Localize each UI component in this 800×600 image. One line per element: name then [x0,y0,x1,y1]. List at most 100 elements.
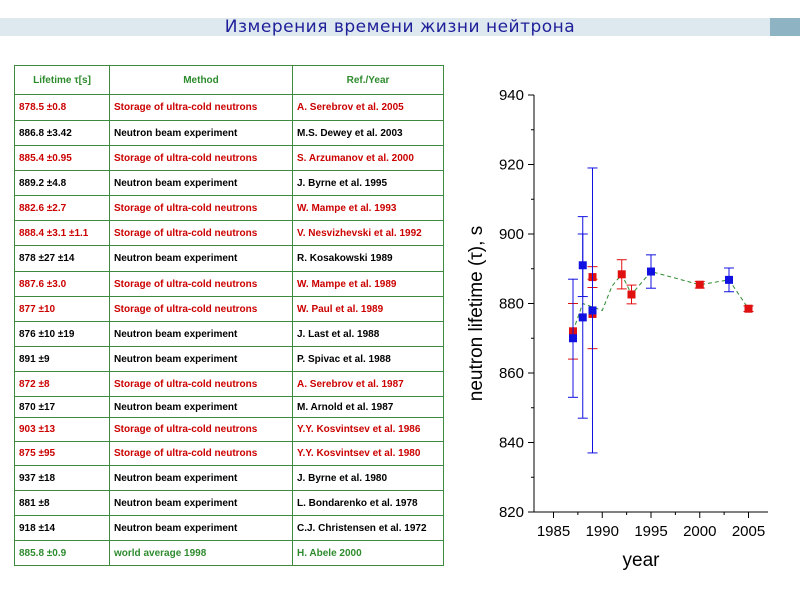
y-tick-label: 840 [499,435,524,452]
lifetime-cell: 878.5 ±0.8 [14,94,110,121]
lifetime-cell: 888.4 ±3.1 ±1.1 [14,220,110,246]
ref-cell: W. Paul et al. 1989 [292,296,444,322]
data-point [578,313,587,322]
lifetime-cell: 891 ±9 [14,346,110,372]
x-tick-label: 1990 [586,523,619,540]
method-cell: Neutron beam experiment [109,396,293,418]
method-cell: Storage of ultra-cold neutrons [109,145,293,171]
ref-cell: L. Bondarenko et al. 1978 [292,490,444,516]
table-header-row: Lifetime τ[s] Method Ref./Year [14,65,444,95]
method-cell: Storage of ultra-cold neutrons [109,195,293,221]
method-cell: Storage of ultra-cold neutrons [109,271,293,297]
y-tick-label: 920 [499,157,524,174]
data-point [725,275,733,284]
method-cell: Neutron beam experiment [109,120,293,146]
table-row: 903 ±13 Storage of ultra-cold neutrons Y.Y… [14,417,444,442]
lifetime-cell: 881 ±8 [14,490,110,516]
lifetime-table: Lifetime τ[s] Method Ref./Year 878.5 ±0.… [14,65,444,566]
y-tick-label: 880 [499,296,524,313]
lifetime-cell: 886.8 ±3.42 [14,120,110,146]
y-axis-label: neutron lifetime (τ), s [466,226,487,401]
ref-cell: J. Byrne et al. 1980 [292,465,444,491]
y-tick-label: 860 [499,365,524,382]
table-row: 918 ±14 Neutron beam experiment C.J. Chris… [14,515,444,541]
table-row: 872 ±8 Storage of ultra-cold neutrons A. S… [14,371,444,397]
ref-cell: A. Serebrov et al. 2005 [292,94,444,121]
table-row: 885.4 ±0.95 Storage of ultra-cold neutron… [14,145,444,171]
ref-cell: J. Byrne et al. 1995 [292,170,444,196]
ref-cell: M.S. Dewey et al. 2003 [292,120,444,146]
y-tick-label: 820 [499,504,524,521]
lifetime-cell: 885.4 ±0.95 [14,145,110,171]
trend-line [572,270,749,332]
table-row: 877 ±10 Storage of ultra-cold neutrons W. … [14,296,444,322]
x-axis-label: year [623,550,661,571]
data-point [744,304,753,313]
table-row: 876 ±10 ±19 Neutron beam experiment J. Las… [14,321,444,347]
y-tick-label: 900 [499,226,524,243]
method-cell: Storage of ultra-cold neutrons [109,441,293,466]
data-point [695,280,704,289]
lifetime-cell: 875 ±95 [14,441,110,466]
x-tick-label: 2000 [683,523,716,540]
method-cell: Neutron beam experiment [109,321,293,347]
header-lifetime: Lifetime τ[s] [14,65,110,95]
table-row: 885.8 ±0.9 world average 1998 H. Abele 200… [14,540,444,566]
table-row: 882.6 ±2.7 Storage of ultra-cold neutrons… [14,195,444,221]
lifetime-cell: 882.6 ±2.7 [14,195,110,221]
table-row: 891 ±9 Neutron beam experiment P. Spivac e… [14,346,444,372]
lifetime-cell: 870 ±17 [14,396,110,418]
header-ref-year: Ref./Year [292,65,444,95]
method-cell: Neutron beam experiment [109,465,293,491]
table-row: 878.5 ±0.8 Storage of ultra-cold neutrons… [14,94,444,121]
table-row: 886.8 ±3.42 Neutron beam experiment M.S. D… [14,120,444,146]
ref-cell: M. Arnold et al. 1987 [292,396,444,418]
method-cell: Storage of ultra-cold neutrons [109,371,293,397]
lifetime-cell: 889.2 ±4.8 [14,170,110,196]
x-tick-label: 1995 [634,523,667,540]
lifetime-cell: 887.6 ±3.0 [14,271,110,297]
table-row: 870 ±17 Neutron beam experiment M. Arnold … [14,396,444,418]
table-row: 878 ±27 ±14 Neutron beam experiment R. Kos… [14,245,444,272]
x-tick-label: 1985 [537,523,570,540]
x-tick-label: 2005 [732,523,765,540]
y-tick-label: 940 [499,87,524,104]
lifetime-cell: 918 ±14 [14,515,110,541]
table-row: 889.2 ±4.8 Neutron beam experiment J. Byrn… [14,170,444,196]
data-point [627,290,636,299]
ref-cell: Y.Y. Kosvintsev et al. 1986 [292,417,444,442]
method-cell: Storage of ultra-cold neutrons [109,94,293,121]
ref-cell: H. Abele 2000 [292,540,444,566]
data-point [617,270,626,279]
header-method: Method [109,65,293,95]
table-row: 887.6 ±3.0 Storage of ultra-cold neutrons… [14,271,444,297]
table-row: 937 ±18 Neutron beam experiment J. Byrne e… [14,465,444,491]
ref-cell: R. Kosakowski 1989 [292,245,444,272]
table-row: 888.4 ±3.1 ±1.1 Storage of ultra-cold neu… [14,220,444,246]
method-cell: world average 1998 [109,540,293,566]
ref-cell: V. Nesvizhevski et al. 1992 [292,220,444,246]
ref-cell: S. Arzumanov et al. 2000 [292,145,444,171]
lifetime-cell: 937 ±18 [14,465,110,491]
ref-cell: W. Mampe et al. 1989 [292,271,444,297]
ref-cell: Y.Y. Kosvintsev et al. 1980 [292,441,444,466]
title-bar-accent [770,18,800,36]
title-bar [0,18,800,36]
method-cell: Neutron beam experiment [109,245,293,272]
lifetime-cell: 903 ±13 [14,417,110,442]
method-cell: Neutron beam experiment [109,346,293,372]
ref-cell: C.J. Christensen et al. 1972 [292,515,444,541]
data-point [569,334,577,343]
lifetime-cell: 878 ±27 ±14 [14,245,110,272]
lifetime-chart: 820 840 860 880 900 920 940 1985 1990 1995 2000 200… [466,87,768,571]
lifetime-cell: 877 ±10 [14,296,110,322]
ref-cell: W. Mampe et al. 1993 [292,195,444,221]
lifetime-cell: 885.8 ±0.9 [14,540,110,566]
method-cell: Neutron beam experiment [109,490,293,516]
method-cell: Storage of ultra-cold neutrons [109,220,293,246]
lifetime-cell: 872 ±8 [14,371,110,397]
data-point [588,306,597,315]
page-title: Измерения времени жизни нейтрона [224,17,576,37]
ref-cell: J. Last et al. 1988 [292,321,444,347]
method-cell: Neutron beam experiment [109,170,293,196]
